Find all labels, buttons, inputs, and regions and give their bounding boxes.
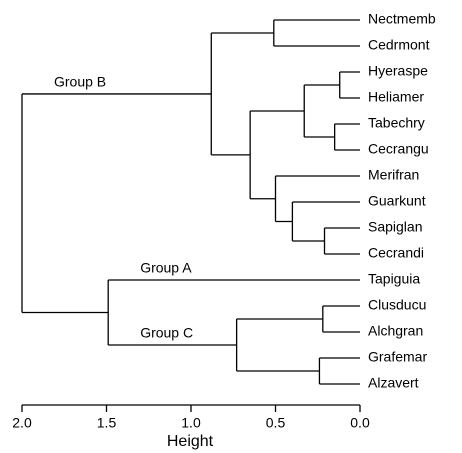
- x-tick-label: 0.0: [350, 415, 370, 431]
- leaf-label: Alchgran: [368, 323, 423, 339]
- leaf-label: Cedrmont: [368, 37, 430, 53]
- leaf-label: Cecrangu: [368, 141, 429, 157]
- x-tick-label: 2.0: [12, 415, 32, 431]
- x-tick-label: 1.5: [97, 415, 117, 431]
- leaf-label: Merifran: [368, 167, 419, 183]
- leaf-label: Guarkunt: [368, 193, 426, 209]
- leaf-label: Clusducu: [368, 297, 426, 313]
- leaf-label: Tabechry: [368, 115, 425, 131]
- x-tick-label: 0.5: [266, 415, 286, 431]
- leaf-label: Grafemar: [368, 349, 427, 365]
- leaf-label: Heliamer: [368, 89, 424, 105]
- x-tick-label: 1.0: [181, 415, 201, 431]
- x-axis-label: Height: [167, 433, 214, 450]
- leaf-label: Nectmemb: [368, 11, 436, 27]
- leaf-label: Cecrandi: [368, 245, 424, 261]
- leaf-label: Sapiglan: [368, 219, 423, 235]
- group-label: Group A: [140, 260, 192, 276]
- leaf-label: Alzavert: [368, 375, 419, 391]
- group-label: Group C: [140, 325, 193, 341]
- leaf-label: Tapiguia: [368, 271, 420, 287]
- leaf-label: Hyeraspe: [368, 63, 428, 79]
- group-label: Group B: [54, 74, 106, 90]
